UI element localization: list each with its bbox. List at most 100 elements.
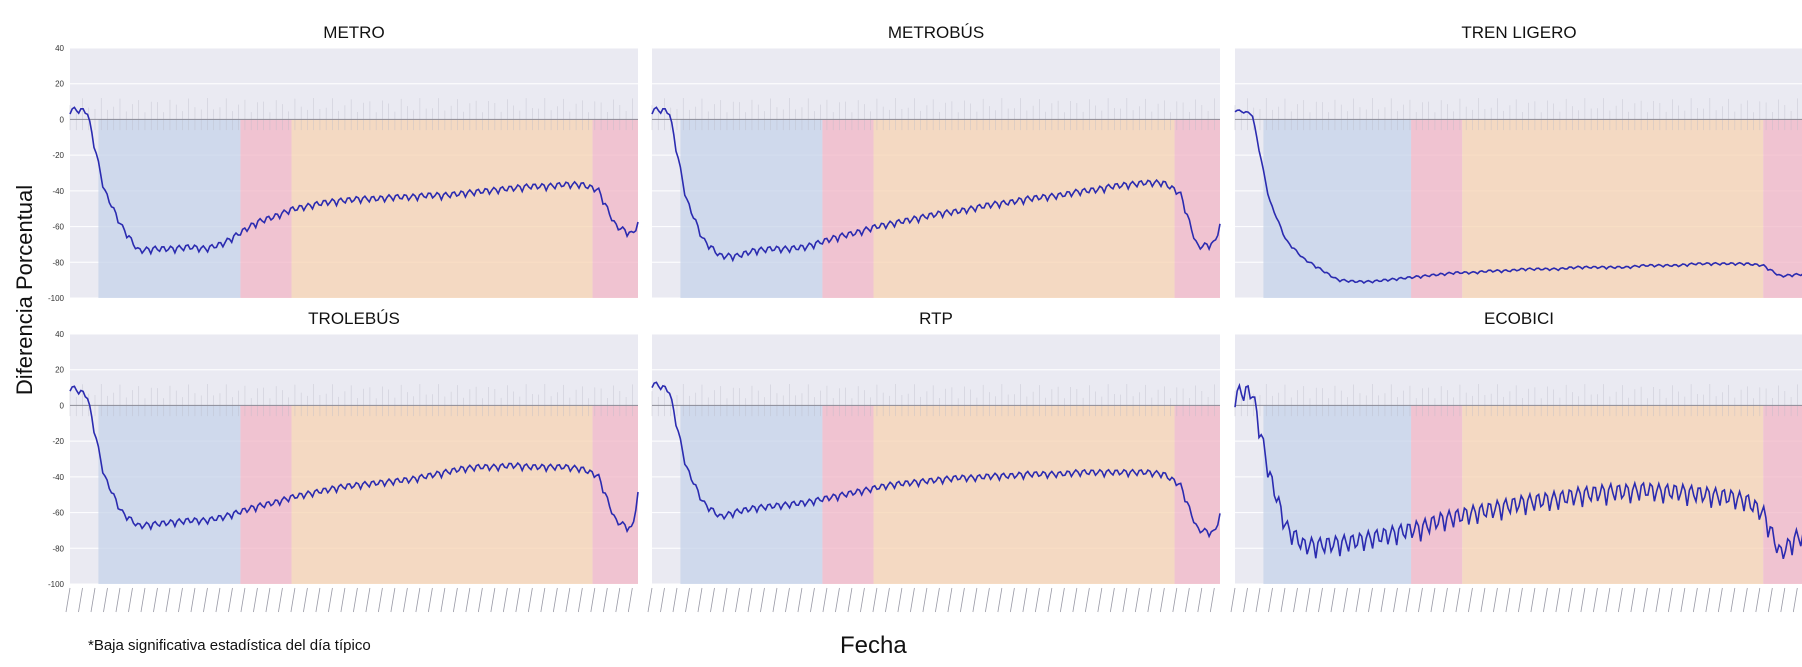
chart-title: ECOBICI [1484, 309, 1554, 328]
x-tick [427, 587, 433, 613]
x-tick [303, 587, 308, 613]
x-tick [1147, 587, 1153, 613]
x-tick [590, 587, 596, 613]
x-tick [328, 587, 333, 613]
x-tick [747, 587, 753, 613]
x-tick [1655, 587, 1661, 613]
x-tick [1022, 587, 1028, 613]
x-tick [1680, 587, 1686, 613]
chart-title: METROBÚS [888, 23, 984, 42]
chart-trolebus: TROLEBÚS 40 20 0 -20 -40 -60 -80 -100 [48, 309, 639, 613]
chart-title: TREN LIGERO [1461, 23, 1576, 42]
x-tick [1418, 587, 1423, 613]
y-tick-label: -100 [48, 294, 65, 303]
x-tick [552, 587, 558, 613]
x-tick [140, 587, 146, 613]
x-tick [972, 587, 978, 613]
x-tick [697, 587, 703, 613]
x-tick [722, 587, 728, 613]
x-tick [165, 587, 171, 613]
x-tick [290, 587, 296, 613]
x-tick [1730, 587, 1736, 613]
x-tick [190, 587, 196, 613]
series-line [651, 106, 1221, 263]
x-tick [810, 587, 815, 613]
x-tick [935, 587, 940, 613]
phase-band-2 [1411, 119, 1463, 298]
x-tick [1293, 587, 1298, 613]
x-tick [885, 587, 890, 613]
x-tick [1617, 587, 1623, 613]
x-tick [1555, 587, 1561, 613]
x-tick [178, 587, 183, 613]
x-tick [353, 587, 358, 613]
y-tick-label: -40 [52, 187, 64, 196]
x-tick [835, 587, 840, 613]
x-tick [402, 587, 408, 613]
x-tick [897, 587, 903, 613]
chart-title: TROLEBÚS [308, 309, 400, 328]
chart-metrobus: METROBÚS [651, 23, 1221, 299]
x-tick [647, 587, 653, 613]
phase-band-4 [1174, 405, 1220, 584]
x-tick [103, 587, 108, 613]
x-tick [1468, 587, 1473, 613]
x-tick [1580, 587, 1586, 613]
x-tick [153, 587, 158, 613]
x-tick [1405, 587, 1411, 613]
x-tick [1184, 587, 1190, 613]
x-tick [1455, 587, 1461, 613]
chart-tren-ligero: TREN LIGERO [1234, 23, 1802, 299]
x-tick [253, 587, 258, 613]
x-tick [265, 587, 271, 613]
y-tick-label: -20 [52, 437, 64, 446]
x-tick [340, 587, 346, 613]
y-tick-label: 0 [60, 401, 65, 410]
x-tick [785, 587, 790, 613]
x-tick [860, 587, 865, 613]
x-tick [1243, 587, 1248, 613]
phase-band-1 [680, 405, 823, 584]
x-tick [1630, 587, 1636, 613]
y-axis-title: Diferencia Porcentual [10, 140, 40, 440]
phase-band-4 [592, 119, 638, 298]
x-tick [984, 587, 990, 613]
x-tick [1667, 587, 1673, 613]
x-tick [660, 587, 665, 613]
x-tick [1034, 587, 1040, 613]
x-tick [615, 587, 621, 613]
x-tick [1305, 587, 1311, 613]
x-tick [1318, 587, 1323, 613]
x-tick [1518, 587, 1523, 613]
x-tick [203, 587, 208, 613]
phase-band-4 [1763, 119, 1802, 298]
x-tick [278, 587, 283, 613]
y-tick-label: 40 [55, 330, 64, 339]
x-tick [1742, 587, 1748, 613]
phase-band-2 [240, 119, 292, 298]
series-line [651, 381, 1221, 539]
x-tick [1592, 587, 1598, 613]
phase-band-1 [680, 119, 823, 298]
x-tick [1209, 587, 1215, 613]
x-tick [1717, 587, 1723, 613]
x-tick [1755, 587, 1761, 613]
y-tick-label: -60 [52, 509, 64, 518]
x-tick [847, 587, 853, 613]
x-tick [997, 587, 1003, 613]
x-tick [1072, 587, 1078, 613]
x-tick [1792, 587, 1798, 613]
x-tick [1430, 587, 1436, 613]
chart-ecobici: ECOBICI [1230, 309, 1802, 613]
x-tick [872, 587, 878, 613]
x-tick [1530, 587, 1536, 613]
x-tick [1134, 587, 1140, 613]
chart-title: RTP [919, 309, 953, 328]
x-tick [960, 587, 965, 613]
phase-band-4 [1174, 119, 1220, 298]
x-tick [822, 587, 828, 613]
x-tick [1567, 587, 1573, 613]
x-tick [527, 587, 533, 613]
y-tick-label: 0 [60, 115, 65, 124]
phase-band-1 [98, 405, 241, 584]
